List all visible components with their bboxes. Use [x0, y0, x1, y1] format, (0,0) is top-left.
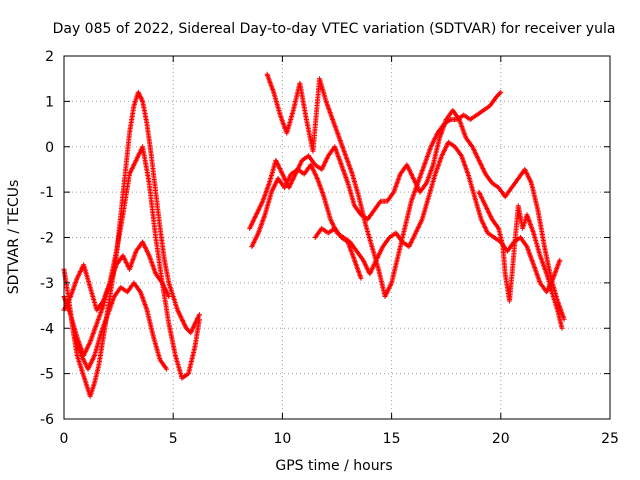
- y-tick-label: -5: [40, 367, 54, 383]
- marker-trace: [72, 280, 170, 372]
- series-track-d: [72, 280, 170, 372]
- marker-trace: [312, 225, 364, 281]
- y-tick-label: -3: [40, 276, 54, 292]
- marker-trace: [247, 107, 567, 322]
- x-tick-label: 25: [601, 431, 619, 447]
- x-tick-label: 0: [60, 431, 69, 447]
- x-tick-label: 20: [492, 431, 510, 447]
- series-track-g: [264, 71, 504, 299]
- x-axis-label: GPS time / hours: [275, 458, 392, 474]
- y-tick-label: 2: [45, 49, 54, 65]
- y-tick-label: 1: [45, 94, 54, 110]
- series-track-h: [312, 225, 364, 281]
- chart-title: Day 085 of 2022, Sidereal Day-to-day VTE…: [53, 21, 616, 37]
- x-tick-label: 10: [273, 431, 291, 447]
- y-tick-label: -2: [40, 231, 54, 247]
- marker-trace: [264, 71, 504, 299]
- axis-ticks: 0 5 10 15 20 25 -6 -5 -4 -3 -2 -1 0 1 2: [40, 49, 619, 447]
- y-tick-label: -6: [40, 412, 54, 428]
- data-markers: [61, 71, 567, 399]
- marker-trace: [476, 189, 565, 331]
- series-track-e: [247, 107, 567, 322]
- y-tick-label: -1: [40, 185, 54, 201]
- y-tick-label: -4: [40, 321, 54, 337]
- plot-frame: [63, 55, 611, 420]
- series-track-i: [476, 189, 565, 331]
- marker-trace: [249, 139, 563, 295]
- x-tick-label: 15: [383, 431, 401, 447]
- series-track-f: [249, 139, 563, 295]
- y-axis-label: SDTVAR / TECUs: [6, 180, 22, 295]
- x-tick-label: 5: [169, 431, 178, 447]
- y-tick-label: 0: [45, 140, 54, 156]
